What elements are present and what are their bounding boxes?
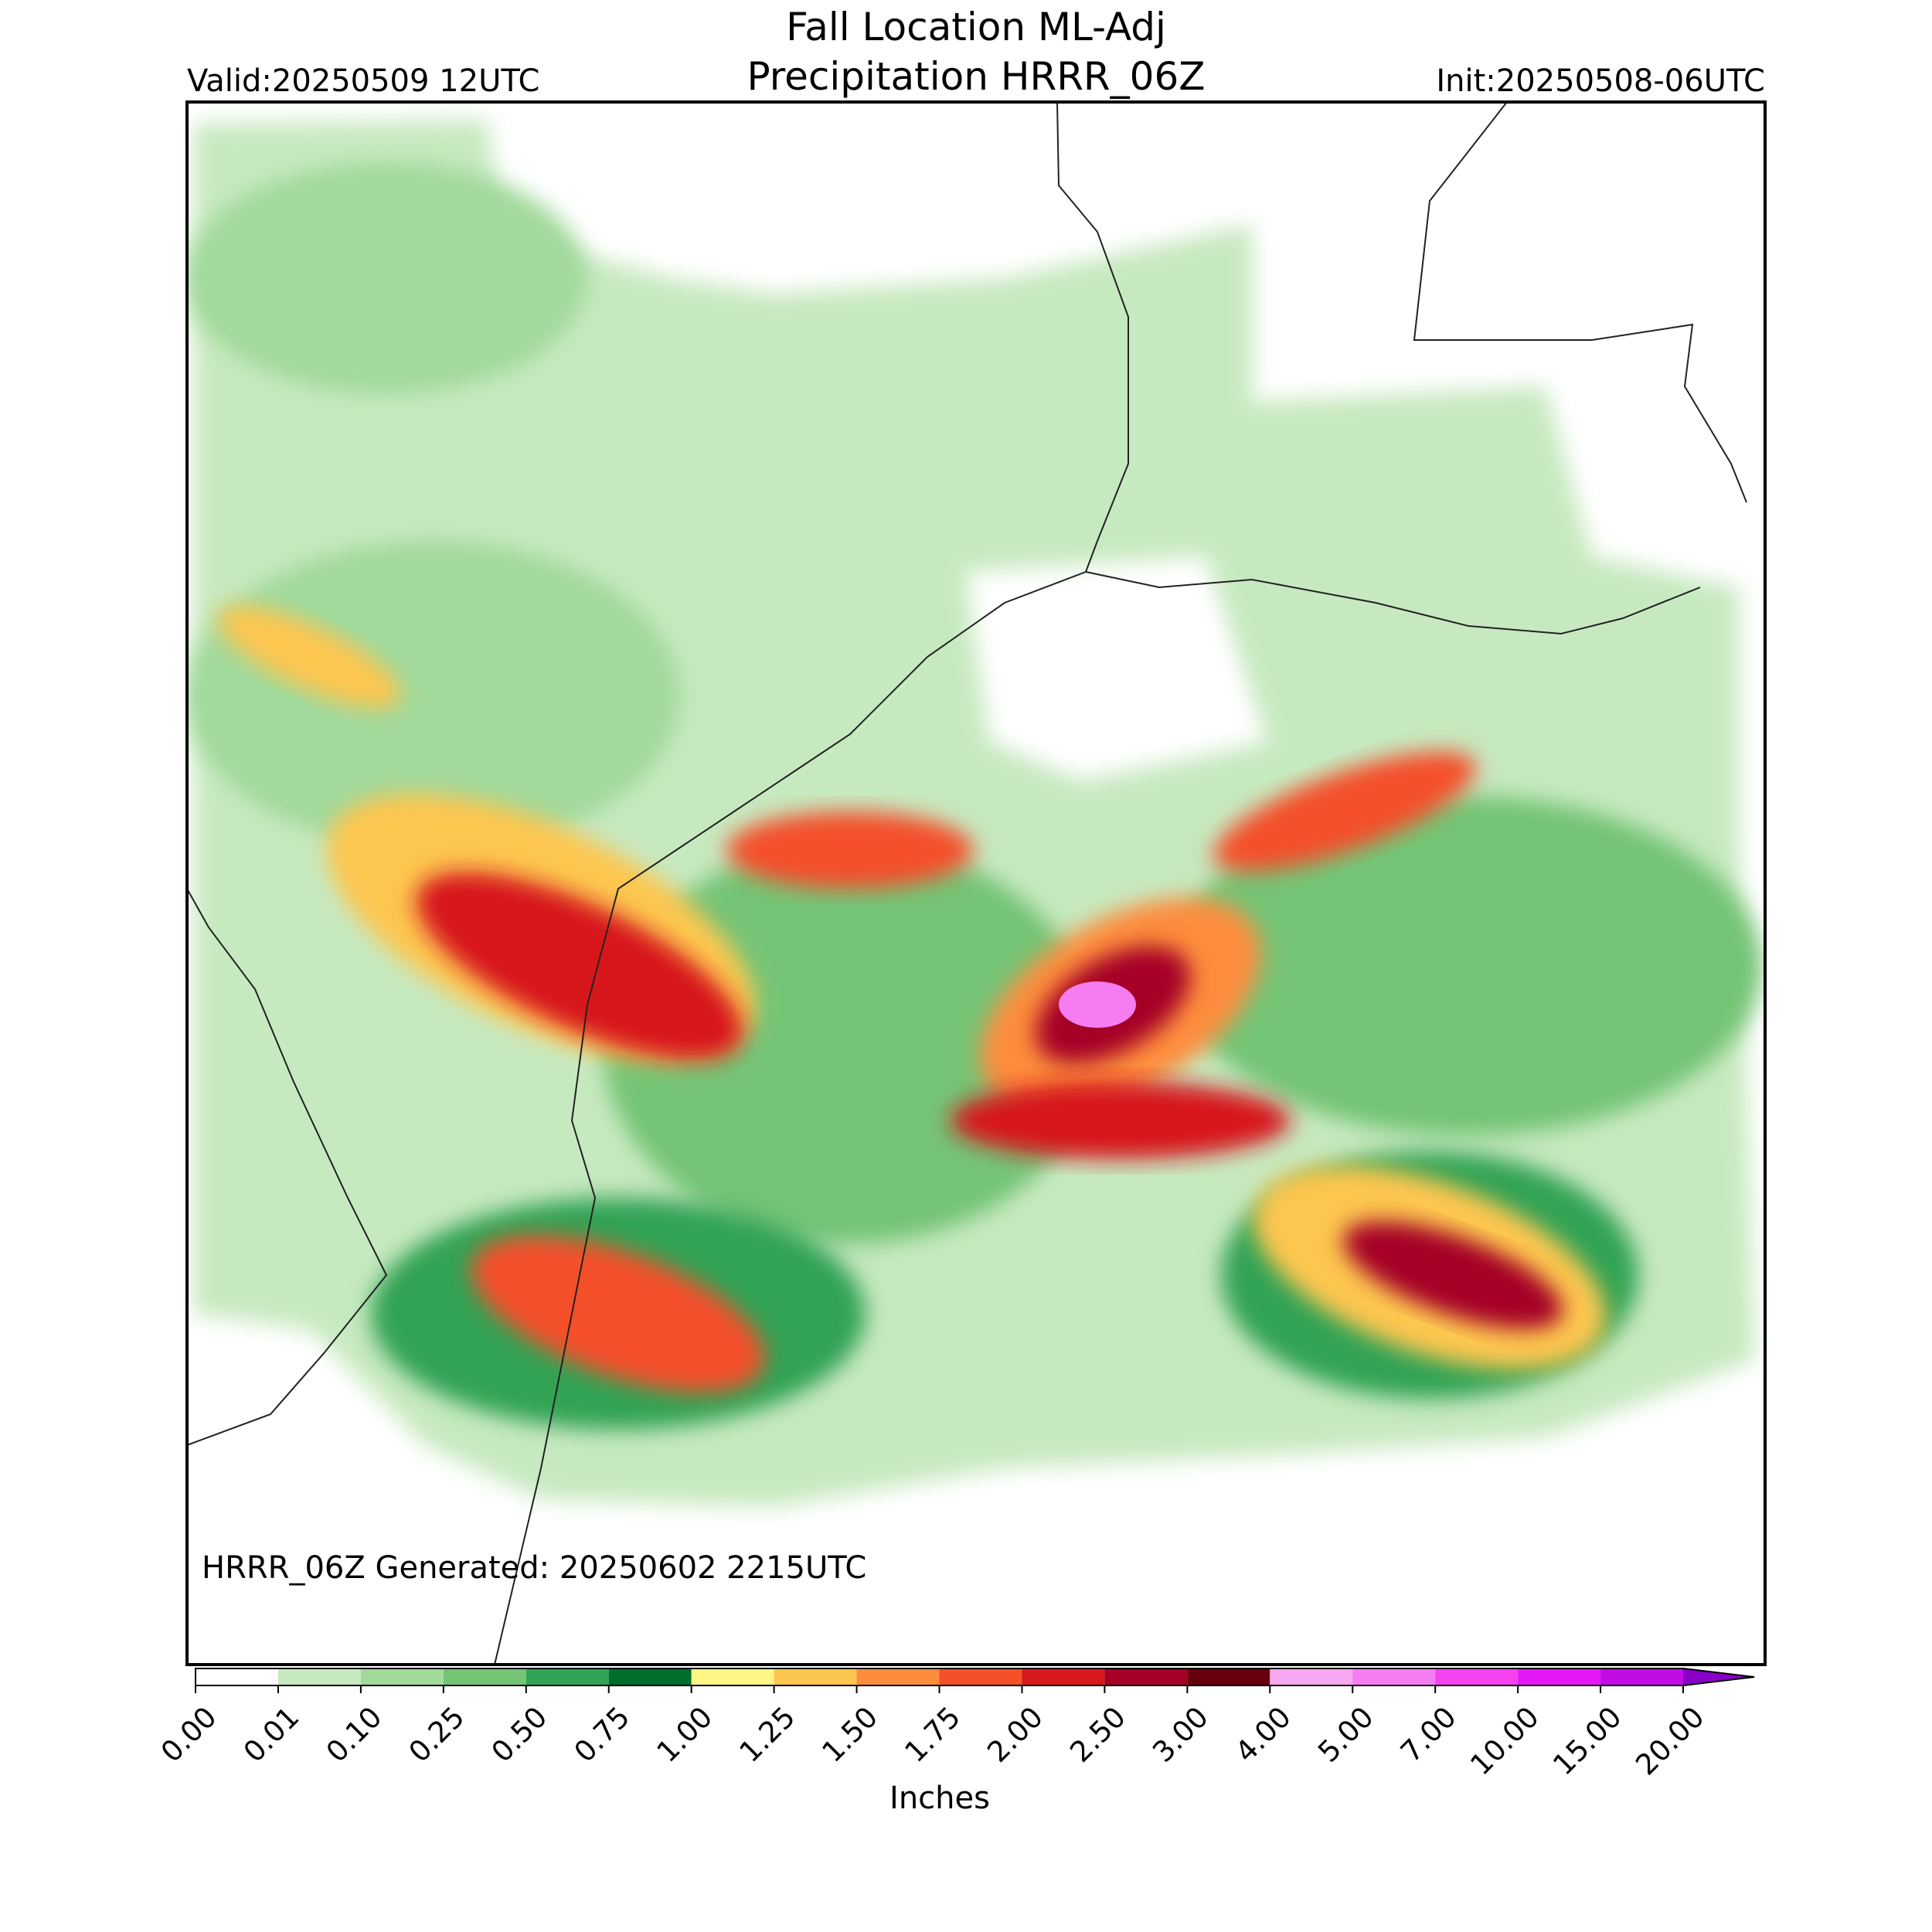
colorbar-segment (1104, 1668, 1188, 1685)
map-frame (185, 100, 1767, 1666)
colorbar-tick-label: 5.00 (1311, 1700, 1380, 1769)
colorbar-segment (443, 1668, 526, 1685)
colorbar-tick-label: 1.50 (815, 1700, 884, 1769)
colorbar-segment (277, 1668, 361, 1685)
colorbar-tick-label: 2.50 (1063, 1700, 1132, 1769)
colorbar-tick-label: 2.00 (981, 1700, 1049, 1769)
generated-note: HRRR_06Z Generated: 20250602 2215UTC (202, 1550, 866, 1586)
colorbar-tick-label: 0.10 (320, 1700, 389, 1769)
colorbar-segment (1352, 1668, 1436, 1685)
colorbar-extension (1683, 1668, 1754, 1685)
colorbar-segment (1518, 1668, 1601, 1685)
colorbar-tick-label: 1.25 (733, 1700, 802, 1769)
colorbar: 0.00 0.01 0.10 0.25 0.50 0.75 1.00 1.25 1.50 1.75… (155, 1668, 1755, 1782)
colorbar-tick-label: 0.50 (485, 1700, 554, 1769)
colorbar-tick-label: 20.00 (1629, 1700, 1710, 1781)
colorbar-segment (608, 1668, 692, 1685)
colorbar-segment (1270, 1668, 1353, 1685)
colorbar-segment (774, 1668, 857, 1685)
colorbar-label: Inches (889, 1781, 990, 1816)
colorbar-segment (856, 1668, 940, 1685)
colorbar-tick-label: 0.75 (568, 1700, 637, 1769)
colorbar-segment (691, 1668, 774, 1685)
colorbar-tick-label: 7.00 (1394, 1700, 1463, 1769)
colorbar-tick-label: 10.00 (1464, 1700, 1545, 1781)
colorbar-tick-label: 0.01 (237, 1700, 306, 1769)
colorbar-outline (195, 1668, 1755, 1686)
colorbar-segment (196, 1668, 278, 1685)
colorbar-segment (1600, 1668, 1683, 1685)
colorbar-tick-label: 4.00 (1229, 1700, 1298, 1769)
colorbar-tick-label: 1.75 (898, 1700, 967, 1769)
colorbar-tick-label: 15.00 (1546, 1700, 1628, 1781)
colorbar-segment (1187, 1668, 1270, 1685)
colorbar-segment (360, 1668, 444, 1685)
colorbar-tick-label: 0.00 (155, 1700, 223, 1769)
borders (186, 101, 1747, 1665)
colorbar-tick-label: 1.00 (651, 1700, 719, 1769)
colorbar-segment (939, 1668, 1022, 1685)
subtitle: Precipitation HRRR_06Z (747, 54, 1205, 99)
colorbar-tick-label: 3.00 (1146, 1700, 1215, 1769)
colorbar-segment (1022, 1668, 1105, 1685)
colorbar-segment (1435, 1668, 1519, 1685)
init-time: Init:20250508-06UTC (1436, 63, 1765, 99)
valid-time: Valid:20250509 12UTC (187, 63, 539, 99)
colorbar-segment (526, 1668, 609, 1685)
colorbar-tick-label: 0.25 (403, 1700, 471, 1769)
precip-field (187, 120, 1762, 1507)
title: Fall Location ML-Adj (786, 5, 1166, 49)
